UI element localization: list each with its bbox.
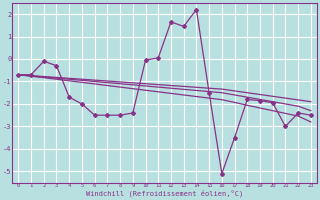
X-axis label: Windchill (Refroidissement éolien,°C): Windchill (Refroidissement éolien,°C)	[86, 190, 243, 197]
